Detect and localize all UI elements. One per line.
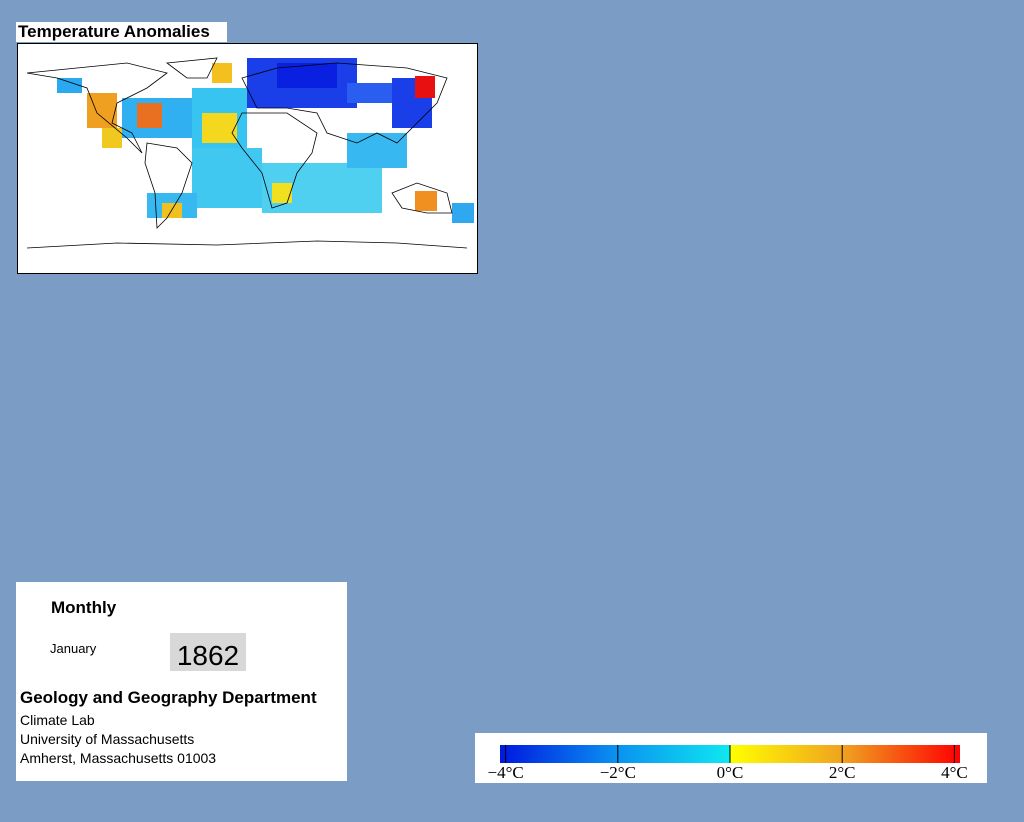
address-line: Amherst, Massachusetts 01003 — [20, 750, 217, 766]
address-line: University of Massachusetts — [20, 731, 195, 747]
coastlines — [26, 57, 468, 249]
info-panel: Monthly January 1862 Geology and Geograp… — [16, 582, 347, 781]
colorbar-tick-label: 0°C — [717, 763, 744, 782]
colorbar-tick-label: 4°C — [941, 763, 968, 782]
anomaly-map — [17, 43, 478, 274]
address-line: Climate Lab — [20, 712, 95, 728]
colorbar: −4°C −2°C 0°C 2°C 4°C — [475, 733, 987, 783]
month: January — [50, 641, 97, 656]
colorbar-tick-label: 2°C — [829, 763, 856, 782]
period: Monthly — [51, 598, 117, 617]
year: 1862 — [170, 633, 246, 671]
colorbar-tick-label: −2°C — [600, 763, 636, 782]
colorbar-tick-label: −4°C — [487, 763, 523, 782]
map-title: Temperature Anomalies — [16, 22, 227, 42]
department: Geology and Geography Department — [20, 688, 317, 707]
